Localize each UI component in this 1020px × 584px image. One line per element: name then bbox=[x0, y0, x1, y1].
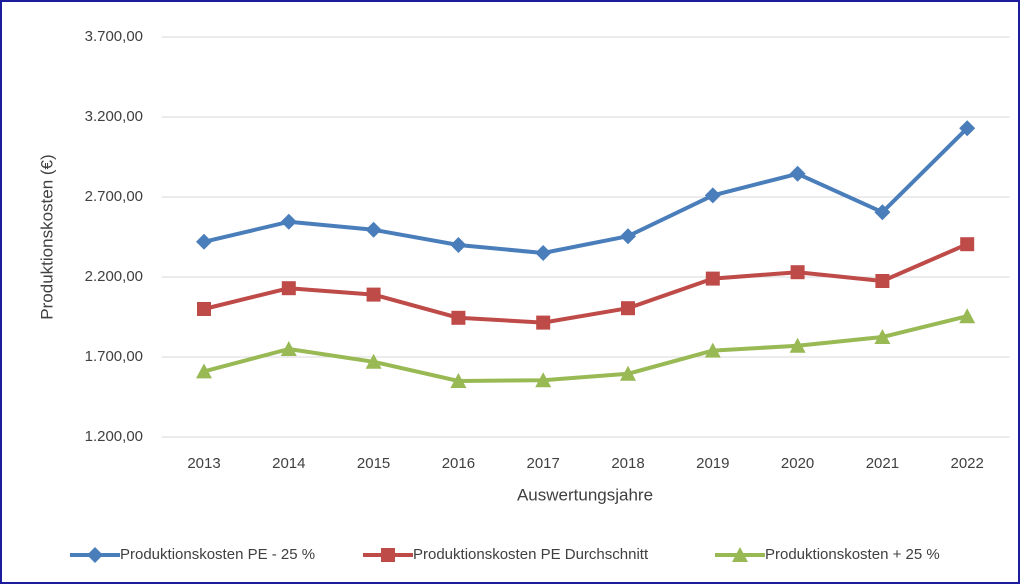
y-axis-label: Produktionskosten (€) bbox=[37, 154, 56, 319]
y-tick-label: 1.200,00 bbox=[85, 428, 143, 445]
x-tick-label: 2014 bbox=[272, 455, 305, 472]
data-point bbox=[960, 237, 975, 252]
data-point bbox=[365, 353, 382, 369]
legend-label: Produktionskosten + 25 % bbox=[765, 546, 940, 563]
data-point bbox=[536, 315, 551, 330]
series-line bbox=[203, 314, 968, 383]
legend-marker bbox=[87, 547, 103, 563]
data-point bbox=[704, 187, 721, 204]
legend-label: Produktionskosten PE Durchschnitt bbox=[413, 546, 649, 563]
data-point bbox=[535, 245, 552, 261]
y-tick-label: 1.700,00 bbox=[85, 348, 143, 365]
y-tick-label: 2.200,00 bbox=[85, 268, 143, 285]
data-point bbox=[620, 365, 636, 381]
x-axis-label: Auswertungsjahre bbox=[517, 485, 653, 504]
x-tick-label: 2020 bbox=[781, 455, 814, 472]
y-tick-label: 2.700,00 bbox=[85, 188, 143, 205]
x-tick-label: 2018 bbox=[611, 455, 644, 472]
data-point bbox=[874, 329, 891, 344]
x-tick-label: 2013 bbox=[187, 455, 220, 472]
data-point bbox=[365, 221, 382, 238]
data-point bbox=[535, 372, 552, 388]
data-point bbox=[621, 301, 635, 316]
y-tick-label: 3.700,00 bbox=[85, 28, 143, 45]
x-tick-label: 2016 bbox=[442, 455, 475, 472]
series-line bbox=[203, 242, 968, 325]
data-point bbox=[450, 237, 467, 253]
data-point bbox=[196, 233, 212, 250]
data-point bbox=[789, 337, 806, 353]
legend-label: Produktionskosten PE - 25 % bbox=[120, 546, 315, 563]
data-point bbox=[875, 274, 890, 288]
data-point bbox=[280, 213, 297, 230]
y-tick-label: 3.200,00 bbox=[85, 108, 143, 125]
data-point bbox=[959, 120, 976, 137]
data-point bbox=[197, 302, 211, 316]
legend-marker bbox=[732, 547, 748, 562]
data-point bbox=[789, 165, 806, 182]
data-point bbox=[705, 271, 720, 286]
data-point bbox=[280, 341, 297, 356]
data-point bbox=[281, 281, 296, 296]
data-point bbox=[874, 204, 891, 221]
data-point bbox=[451, 310, 466, 325]
series-line bbox=[203, 126, 969, 255]
data-point bbox=[366, 287, 381, 302]
data-point bbox=[959, 308, 976, 324]
data-point bbox=[196, 363, 212, 379]
data-point bbox=[790, 265, 805, 280]
legend-marker bbox=[381, 548, 395, 562]
data-point bbox=[620, 228, 636, 245]
x-tick-label: 2021 bbox=[866, 455, 899, 472]
data-point bbox=[450, 373, 467, 388]
x-tick-label: 2015 bbox=[357, 455, 390, 472]
data-point bbox=[704, 342, 721, 358]
x-tick-label: 2019 bbox=[696, 455, 729, 472]
x-tick-label: 2022 bbox=[951, 455, 984, 472]
x-tick-label: 2017 bbox=[527, 455, 560, 472]
